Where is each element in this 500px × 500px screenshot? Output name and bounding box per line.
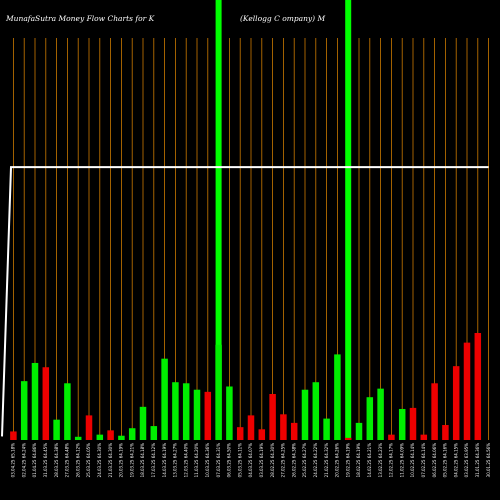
money-flow-bar [182,383,190,440]
x-tick-label: 03.04.25 65.18% [11,443,16,478]
x-tick-label: 17.03.25 64.12% [151,443,156,478]
x-tick-label: 18.03.25 64.18% [140,443,145,478]
x-tick-label: 10.02.25 64.14% [410,443,415,478]
x-tick-label: 07.03.25 64.31% [216,443,221,478]
money-flow-bar [85,415,93,440]
x-tick-label: 27.03.25 64.48% [65,443,70,478]
x-tick-label: 28.02.25 64.30% [270,443,275,478]
money-flow-bar [312,382,320,440]
highlight-bar [215,0,222,440]
x-tick-label: 07.02.25 64.14% [421,443,426,478]
x-tick-label: 04.02.25 64.15% [453,443,458,478]
money-flow-bar [53,419,60,440]
money-flow-bar [366,397,374,440]
money-flow-bar [128,428,136,440]
x-tick-label: 01.04.25 64.86% [32,443,37,478]
money-flow-bar [452,366,460,440]
money-flow-bar [172,382,179,440]
x-tick-label: 11.03.25 64.20% [194,443,199,478]
x-tick-label: 12.03.25 64.40% [183,443,188,478]
money-flow-bar [226,386,233,440]
highlight-bars [215,0,352,440]
x-tick-label: 25.02.25 64.27% [302,443,307,478]
x-tick-label: 05.03.25 64.11% [237,443,242,478]
money-flow-bar [269,393,276,440]
money-flow-bar [355,422,363,440]
x-tick-label: 13.02.25 64.23% [378,443,383,478]
x-tick-label: 04.03.25 64.07% [248,443,253,478]
highlight-bar [345,0,352,440]
money-flow-bar [334,354,341,440]
x-tick-label: 19.03.25 64.21% [129,443,134,478]
x-tick-label: 06.02.25 64.06% [432,443,437,478]
x-tick-label: 02.04.25 64.24% [21,443,26,478]
x-tick-labels: 03.04.25 65.18% 02.04.25 64.24% 01.04.25 6… [11,443,491,478]
x-tick-label: 24.03.25 64.30% [97,443,102,478]
chart-title-left: MunafaSutra Money Flow Charts for K [5,14,155,23]
x-tick-label: 25.03.25 64.05% [86,443,91,478]
money-flow-bar [64,383,71,440]
money-flow-bar [377,388,384,440]
x-tick-label: 14.03.25 64.19% [162,443,167,478]
money-flow-bar [442,425,449,440]
x-tick-label: 28.03.25 64.38% [54,443,59,478]
money-flow-bar [388,434,395,440]
x-tick-label: 31.01.25 64.36% [475,443,480,478]
x-tick-label: 31.03.25 64.45% [43,443,48,478]
money-flow-bar [107,430,114,440]
x-tick-label: 26.02.25 64.38% [291,443,296,478]
x-tick-label: 21.03.25 64.30% [108,443,113,478]
money-flow-bar [236,427,244,440]
price-line-path [1,166,489,437]
money-flow-bar [10,431,17,440]
money-flow-bar [290,422,298,440]
money-flow-bar [280,414,287,440]
x-tick-label: 27.02.25 64.25% [281,443,286,478]
chart-title-right: (Kellogg C ompany) M [240,14,325,23]
x-tick-label: 20.03.25 64.19% [119,443,124,478]
x-tick-label: 21.02.25 64.32% [324,443,329,478]
money-flow-bar [420,434,428,440]
money-flow-bar [96,434,104,440]
money-flow-bar [193,389,201,440]
money-flow-bar [323,418,330,440]
money-flow-bar [20,381,28,440]
money-flow-bar [150,426,158,440]
x-tick-label: 20.02.25 64.26% [335,443,340,478]
money-flow-bar [301,389,309,440]
money-flow-bar [398,408,406,440]
x-tick-label: 11.02.25 64.09% [399,443,404,478]
x-tick-label: 18.02.25 64.19% [356,443,361,478]
money-flow-bar [409,407,417,440]
x-tick-label: 30.01.25 64.56% [486,443,491,478]
money-flow-bar [258,429,266,440]
x-tick-label: 12.02.25 64.17% [389,443,394,478]
x-tick-label: 24.02.25 64.22% [313,443,318,478]
money-flow-bar [247,415,255,440]
money-flow-bar [204,391,212,440]
money-flow-bar [474,333,482,440]
x-tick-label: 03.02.25 63.95% [464,443,469,478]
money-flow-bar [463,342,471,440]
money-flow-bar [42,367,50,440]
money-flow-bar [431,383,438,440]
money-flow-bar [139,406,147,440]
x-tick-label: 14.02.25 64.21% [367,443,372,478]
x-tick-label: 06.03.25 64.50% [227,443,232,478]
money-flow-bar [344,437,352,440]
money-flow-bars [10,333,482,440]
x-tick-label: 26.03.25 64.12% [75,443,80,478]
money-flow-bar [74,436,82,440]
money-flow-bar [215,344,222,440]
x-tick-label: 19.02.25 64.19% [345,443,350,478]
x-tick-label: 03.03.25 64.19% [259,443,264,478]
x-tick-label: 05.02.25 64.16% [443,443,448,478]
money-flow-bar [31,362,39,440]
price-line [1,166,489,437]
money-flow-bar [161,358,168,440]
x-tick-label: 10.03.25 64.36% [205,443,210,478]
x-tick-label: 13.03.25 64.27% [173,443,178,478]
money-flow-bar [118,435,125,440]
